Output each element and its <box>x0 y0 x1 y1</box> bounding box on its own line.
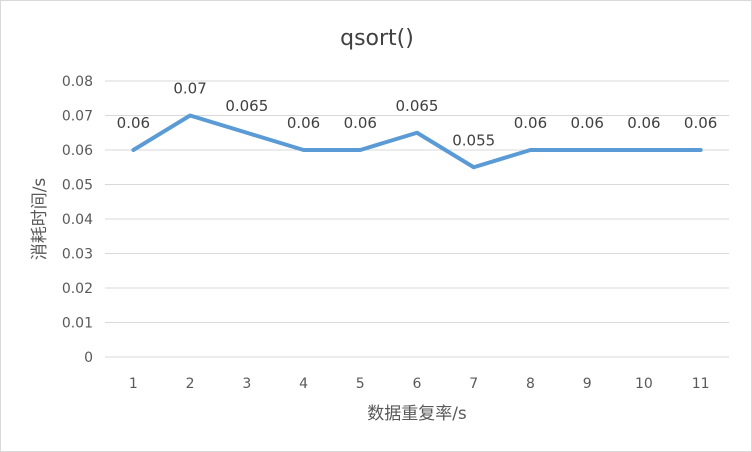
y-tick-label: 0.02 <box>62 281 93 297</box>
x-tick-label: 10 <box>635 376 653 392</box>
data-label: 0.06 <box>570 114 603 132</box>
chart-title: qsort() <box>340 26 414 51</box>
y-tick-label: 0.06 <box>62 143 93 159</box>
y-tick-label: 0.01 <box>62 316 93 332</box>
x-tick-label: 4 <box>299 376 308 392</box>
x-tick-label: 8 <box>526 376 535 392</box>
data-label: 0.065 <box>396 97 439 115</box>
y-tick-label: 0.03 <box>62 247 93 263</box>
data-label: 0.055 <box>452 131 495 149</box>
y-tick-label: 0.04 <box>62 212 93 228</box>
data-label: 0.065 <box>225 97 268 115</box>
series-layer <box>131 113 703 170</box>
x-tick-label: 7 <box>469 376 478 392</box>
data-label: 0.06 <box>684 114 717 132</box>
x-tick-label: 3 <box>242 376 251 392</box>
x-tick-label: 2 <box>186 376 195 392</box>
y-axis-title: 消耗时间/s <box>30 178 50 261</box>
x-tick-label: 6 <box>413 376 422 392</box>
y-tick-label: 0 <box>84 350 93 366</box>
y-tick-label: 0.08 <box>62 74 93 90</box>
y-tick-label: 0.05 <box>62 178 93 194</box>
x-tick-label: 11 <box>692 376 710 392</box>
x-axis-title: 数据重复率/s <box>367 404 467 424</box>
data-label: 0.06 <box>514 114 547 132</box>
gridlines <box>105 80 729 358</box>
data-label: 0.06 <box>344 114 377 132</box>
data-labels: 0.06 0.07 0.065 0.06 0.06 0.065 0.055 0.06 0.06 0… <box>117 80 718 150</box>
x-axis-ticks: 1 2 3 4 5 6 7 8 9 10 11 <box>129 376 710 392</box>
x-tick-label: 5 <box>356 376 365 392</box>
data-label: 0.06 <box>287 114 320 132</box>
x-tick-label: 1 <box>129 376 138 392</box>
series-line <box>131 113 703 170</box>
data-label: 0.06 <box>117 114 150 132</box>
x-tick-label: 9 <box>583 376 592 392</box>
data-label: 0.06 <box>627 114 660 132</box>
y-axis-ticks: 0 0.01 0.02 0.03 0.04 0.05 0.06 0.07 0.08 <box>62 74 93 366</box>
y-tick-label: 0.07 <box>62 109 93 125</box>
data-label: 0.07 <box>173 80 206 98</box>
